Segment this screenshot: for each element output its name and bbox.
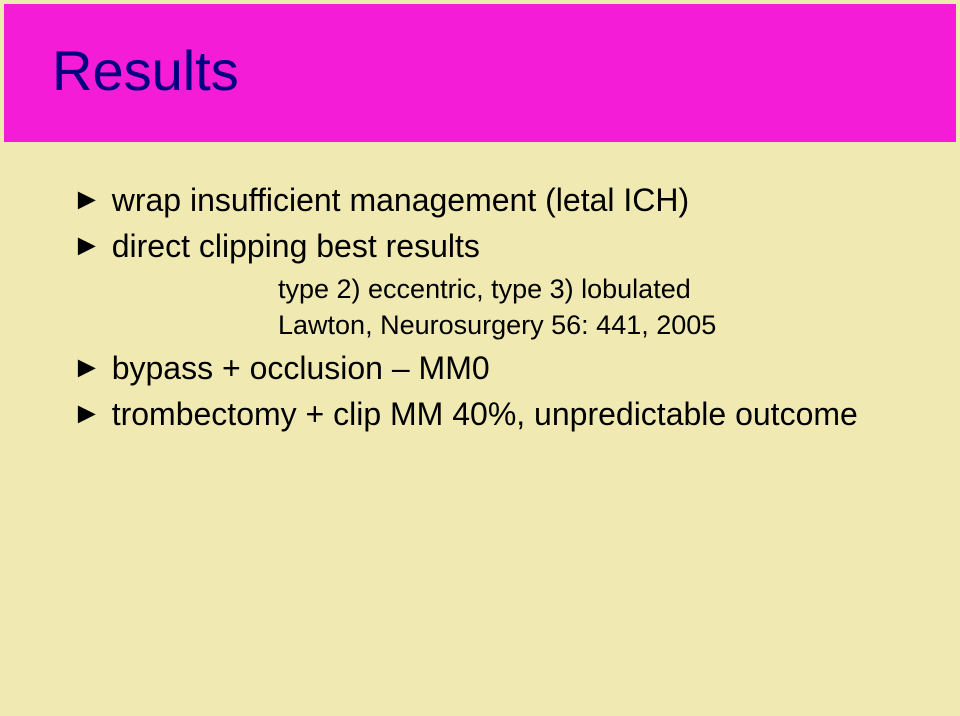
bullet-text: direct clipping best results: [112, 226, 480, 266]
bullet-item: ► wrap insufficient management (letal IC…: [72, 180, 892, 220]
bullet-text: wrap insufficient management (letal ICH): [112, 180, 689, 220]
bullet-item: ► bypass + occlusion – MM0: [72, 348, 892, 388]
sub-line: type 2) eccentric, type 3) lobulated: [278, 272, 892, 306]
bullet-marker-icon: ►: [72, 226, 102, 266]
bullet-text: trombectomy + clip MM 40%, unpredictable…: [112, 394, 858, 434]
sub-line: Lawton, Neurosurgery 56: 441, 2005: [278, 308, 892, 342]
bullet-marker-icon: ►: [72, 394, 102, 434]
content-area: ► wrap insufficient management (letal IC…: [72, 180, 892, 440]
title-box: Results: [4, 4, 956, 142]
slide-title: Results: [52, 39, 239, 102]
bullet-marker-icon: ►: [72, 180, 102, 220]
sub-text: type 2) eccentric, type 3) lobulated: [278, 274, 691, 304]
bullet-marker-icon: ►: [72, 348, 102, 388]
bullet-item: ► trombectomy + clip MM 40%, unpredictab…: [72, 394, 892, 434]
bullet-text: bypass + occlusion – MM0: [112, 348, 490, 388]
bullet-item: ► direct clipping best results: [72, 226, 892, 266]
sub-text: Lawton, Neurosurgery 56: 441, 2005: [278, 310, 716, 340]
